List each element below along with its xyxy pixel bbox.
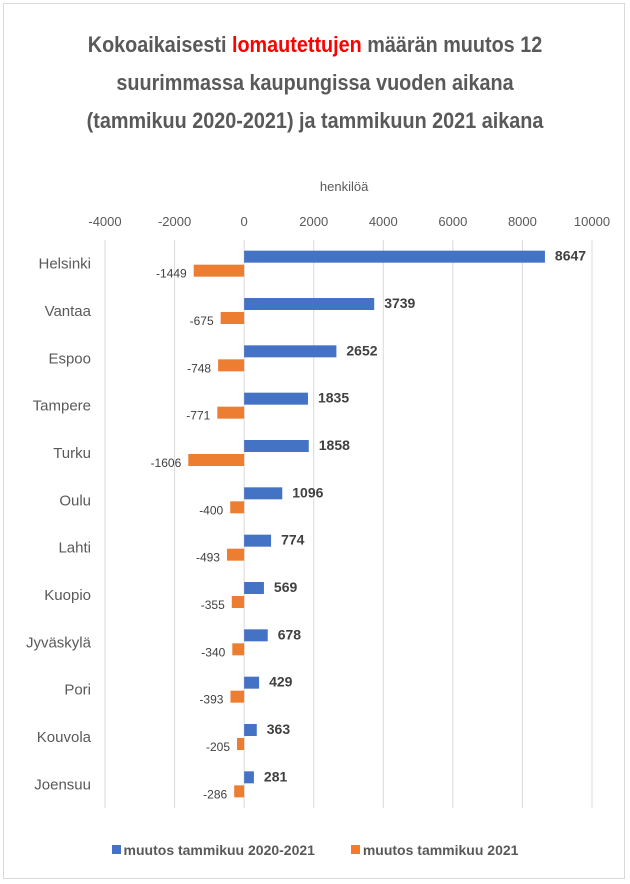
legend-label-series1: muutos tammikuu 2020-2021 xyxy=(124,842,315,858)
bar-series2 xyxy=(234,785,244,797)
category-label: Kuopio xyxy=(44,587,91,604)
bar-series1 xyxy=(244,345,336,357)
bar-series1 xyxy=(244,487,282,499)
category-label: Kouvola xyxy=(37,729,92,746)
category-label: Pori xyxy=(64,682,91,699)
category-label: Tampere xyxy=(33,398,91,415)
data-label-series1: 2652 xyxy=(346,342,377,358)
x-tick-label: 10000 xyxy=(574,214,610,229)
x-axis-label: henkilöä xyxy=(320,179,369,194)
category-label: Jyväskylä xyxy=(26,634,92,651)
data-label-series2: -1606 xyxy=(151,456,182,470)
bar-series1 xyxy=(244,724,257,736)
bar-series1 xyxy=(244,298,374,310)
x-tick-label: 0 xyxy=(241,214,248,229)
bar-series1 xyxy=(244,629,268,641)
x-tick-label: 4000 xyxy=(369,214,398,229)
x-tick-label: 6000 xyxy=(438,214,467,229)
gridlines xyxy=(105,240,592,808)
legend-item-series1: muutos tammikuu 2020-2021 xyxy=(112,842,315,858)
x-tick-label: 8000 xyxy=(508,214,537,229)
data-label-series1: 774 xyxy=(281,532,305,548)
bar-series2 xyxy=(217,407,244,419)
data-label-series1: 3739 xyxy=(384,295,415,311)
data-label-series2: -771 xyxy=(186,409,210,423)
data-label-series1: 1858 xyxy=(319,437,350,453)
data-label-series1: 1835 xyxy=(318,390,349,406)
data-label-series2: -748 xyxy=(187,361,211,375)
bar-series2 xyxy=(230,501,244,513)
data-label-series2: -340 xyxy=(201,645,225,659)
category-label: Joensuu xyxy=(34,776,91,793)
data-label-series2: -355 xyxy=(201,598,225,612)
bar-series2 xyxy=(227,549,244,561)
data-label-series1: 8647 xyxy=(555,248,586,264)
data-label-series1: 363 xyxy=(267,721,291,737)
data-label-series2: -1449 xyxy=(156,267,187,281)
bar-series2 xyxy=(232,596,244,608)
category-label: Helsinki xyxy=(38,256,91,273)
legend-label-series2: muutos tammikuu 2021 xyxy=(363,842,519,858)
data-label-series2: -393 xyxy=(199,693,223,707)
bar-series2 xyxy=(188,454,244,466)
x-tick-label: 2000 xyxy=(299,214,328,229)
bar-series2 xyxy=(194,265,244,277)
bar-series1 xyxy=(244,251,545,263)
bar-series2 xyxy=(221,312,244,324)
x-tick-label: -2000 xyxy=(158,214,191,229)
bars xyxy=(188,251,545,798)
bar-series1 xyxy=(244,440,309,452)
category-label: Oulu xyxy=(59,492,91,509)
data-label-series1: 678 xyxy=(278,626,302,642)
data-label-series1: 569 xyxy=(274,579,298,595)
bar-series2 xyxy=(237,738,244,750)
category-labels: Helsinki Vantaa Espoo Tampere Turku Oulu Lahti… xyxy=(26,256,92,794)
category-label: Vantaa xyxy=(45,303,92,320)
bar-series1 xyxy=(244,393,308,405)
legend-item-series2: muutos tammikuu 2021 xyxy=(351,842,519,858)
data-label-series2: -205 xyxy=(206,740,230,754)
data-label-series2: -493 xyxy=(196,551,220,565)
bar-series1 xyxy=(244,582,264,594)
bar-series1 xyxy=(244,771,254,783)
data-labels: 8647 -1449 3739 -675 2652 -748 1835 -771 1858 -16… xyxy=(151,248,587,802)
x-tick-label: -4000 xyxy=(88,214,121,229)
data-label-series2: -675 xyxy=(190,314,214,328)
x-axis-ticks: -4000 -2000 0 2000 4000 6000 8000 10000 xyxy=(88,214,610,229)
category-label: Lahti xyxy=(58,540,91,557)
data-label-series2: -400 xyxy=(199,503,223,517)
legend: muutos tammikuu 2020-2021 muutos tammiku… xyxy=(0,842,630,858)
category-label: Espoo xyxy=(48,350,91,367)
bar-series2 xyxy=(230,691,244,703)
bar-series1 xyxy=(244,535,271,547)
data-label-series1: 281 xyxy=(264,768,288,784)
data-label-series1: 429 xyxy=(269,674,293,690)
category-label: Turku xyxy=(53,445,91,462)
legend-swatch-blue xyxy=(112,845,121,854)
bar-series2 xyxy=(218,359,244,371)
bar-series1 xyxy=(244,677,259,689)
data-label-series2: -286 xyxy=(203,787,227,801)
data-label-series1: 1096 xyxy=(292,484,323,500)
bar-series2 xyxy=(232,643,244,655)
legend-swatch-orange xyxy=(351,845,360,854)
